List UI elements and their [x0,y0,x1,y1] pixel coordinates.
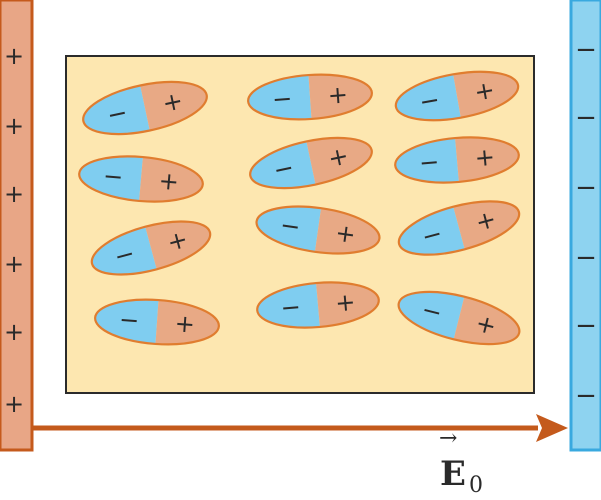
negative-plate-sign: − [575,243,597,273]
negative-plate-body [569,0,601,452]
molecule-positive-sign: + [327,80,349,109]
dipole-molecule: − + [93,295,221,349]
molecule-negative-sign: − [418,148,440,178]
positive-plate-sign: + [4,42,24,70]
positive-plate-sign: + [4,250,24,278]
field-label: → E 0 [439,426,483,498]
field-arrow [32,414,568,442]
molecule-positive-sign: + [474,143,496,173]
field-subscript: 0 [469,473,483,498]
negative-plate: − − − − − − [569,0,601,452]
negative-plate-sign: − [575,381,597,411]
positive-plate-sign: + [4,112,24,140]
field-arrow-accent: → [439,426,457,451]
molecule-positive-sign: + [158,167,180,197]
molecule-negative-sign: − [102,162,124,192]
dipole-molecule: − + [393,132,521,188]
positive-plate-sign: + [4,180,24,208]
molecule-positive-sign: + [334,219,358,250]
molecule-negative-sign: − [271,84,293,113]
molecule-positive-sign: + [472,76,497,107]
negative-plate-sign: − [575,103,597,133]
molecule-negative-sign: − [118,305,140,334]
field-arrow-head [536,414,568,442]
molecule-positive-sign: + [174,309,196,338]
dipole-molecule: − + [77,151,205,207]
molecule-negative-sign: − [279,293,301,323]
molecule-positive-sign: + [334,288,356,318]
dipole-molecule: − + [246,70,374,124]
positive-plate: + + + + + + [0,0,34,452]
negative-plate-sign: − [575,35,597,65]
positive-plate-sign: + [4,390,24,418]
polarized-molecules: − + − + − +− + − + − +− + − + − +− +− + − + [77,63,525,355]
field-symbol: E [440,454,466,494]
molecule-negative-sign: − [417,85,442,116]
negative-plate-sign: − [575,173,597,203]
positive-plate-body [0,0,34,452]
dipole-molecule: − + [255,277,381,333]
negative-plate-sign: − [575,311,597,341]
positive-plate-sign: + [4,318,24,346]
molecule-negative-sign: − [278,211,302,242]
dipole-molecule: − + [393,281,525,355]
